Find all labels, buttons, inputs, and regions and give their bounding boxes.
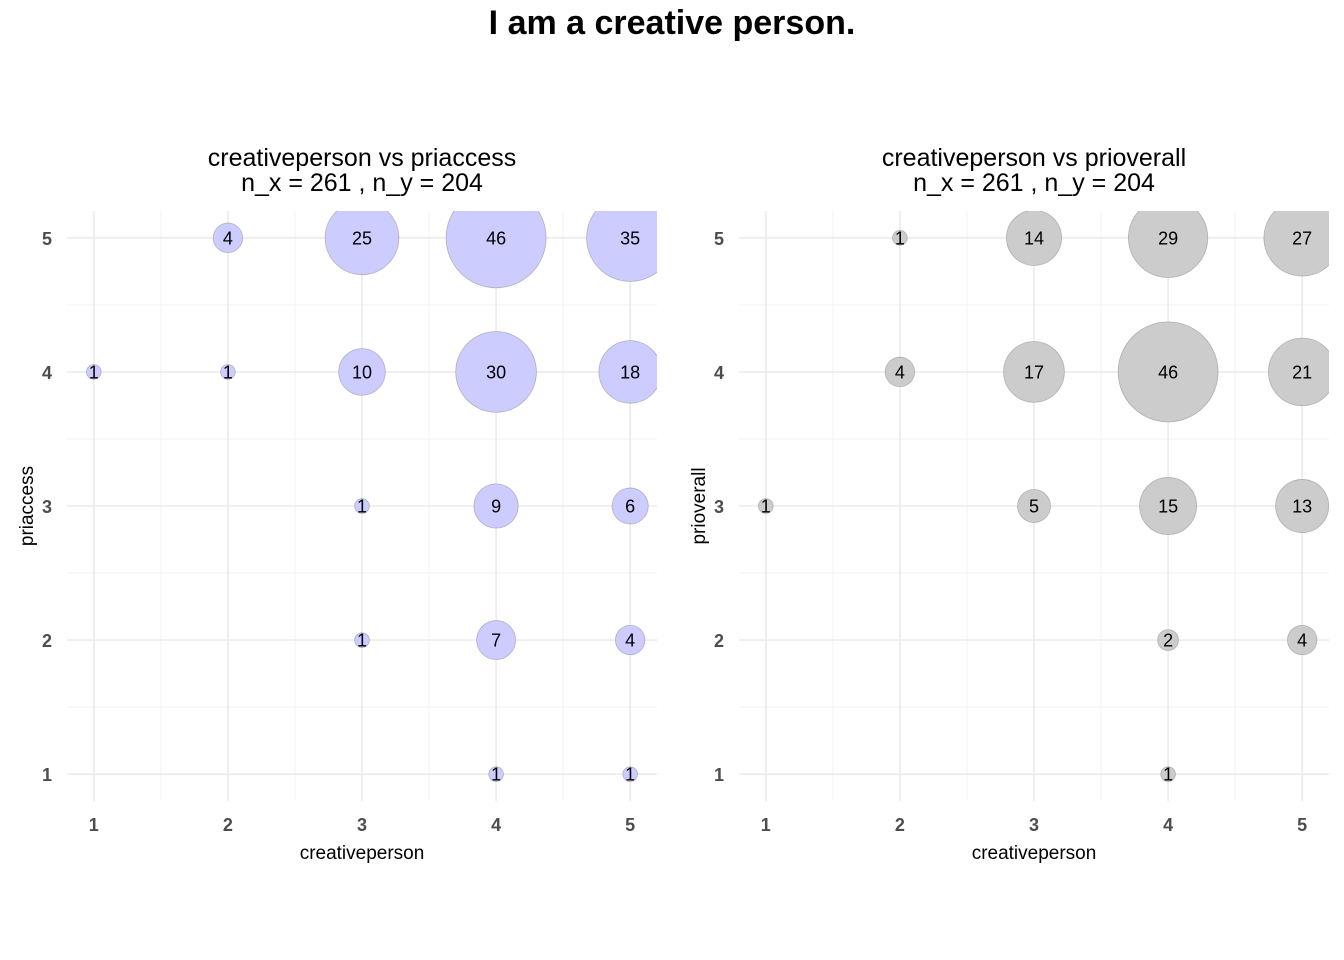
bubble-label: 1 xyxy=(357,631,367,651)
bubble-label: 27 xyxy=(1292,228,1312,248)
chart-panel-2: 1 14 29 274 17 46 211 5 15 132 411 2 3 4 512345creativ… xyxy=(689,144,1329,864)
bubble xyxy=(586,211,657,282)
bubble-label: 1 xyxy=(1163,765,1173,785)
bubble-label: 1 xyxy=(357,497,367,517)
y-tick-label: 1 xyxy=(714,765,724,785)
bubble-label: 9 xyxy=(491,497,501,517)
x-tick-label: 2 xyxy=(895,815,905,835)
y-tick-label: 2 xyxy=(42,631,52,651)
bubble xyxy=(1017,489,1051,523)
y-axis-label: priaccess xyxy=(17,466,38,546)
x-tick-label: 1 xyxy=(761,815,771,835)
main-title: I am a creative person. xyxy=(488,4,856,42)
bubble xyxy=(1006,211,1062,266)
bubble xyxy=(1003,341,1065,403)
x-tick-label: 2 xyxy=(223,815,233,835)
bubble-label: 25 xyxy=(352,228,372,248)
bubble-label: 6 xyxy=(625,497,635,517)
bubble-label: 1 xyxy=(491,765,501,785)
bubble-label: 7 xyxy=(491,631,501,651)
bubble-label: 21 xyxy=(1292,362,1312,382)
bubble xyxy=(611,487,649,525)
bubble xyxy=(1275,479,1329,533)
x-tick-label: 3 xyxy=(1029,815,1039,835)
y-tick-label: 2 xyxy=(714,631,724,651)
bubble xyxy=(758,498,774,514)
x-axis-label: creativeperson xyxy=(972,843,1097,864)
x-tick-label: 1 xyxy=(89,815,99,835)
bubble xyxy=(1139,477,1198,535)
bubble xyxy=(354,632,370,648)
bubble xyxy=(455,331,537,413)
x-tick-label: 5 xyxy=(625,815,635,835)
bubble xyxy=(892,230,908,246)
y-tick-label: 4 xyxy=(42,363,52,383)
bubble-label: 1 xyxy=(625,765,635,785)
bubble-label: 14 xyxy=(1024,228,1044,248)
bubble-label: 10 xyxy=(352,362,372,382)
panel-subtitle: n_x = 261 , n_y = 204 xyxy=(241,169,483,197)
bubble-label: 15 xyxy=(1158,497,1178,517)
bubble xyxy=(476,620,516,660)
bubble-label: 4 xyxy=(625,631,635,651)
bubble xyxy=(473,483,519,529)
y-tick-label: 4 xyxy=(714,363,724,383)
bubble-label: 46 xyxy=(486,228,506,248)
bubble xyxy=(338,348,386,396)
bubble-label: 30 xyxy=(486,362,506,382)
bubble-label: 4 xyxy=(1297,631,1307,651)
bubble-label: 5 xyxy=(1029,497,1039,517)
bubble-label: 4 xyxy=(895,362,905,382)
bubble-label: 46 xyxy=(1158,362,1178,382)
y-tick-label: 5 xyxy=(42,229,52,249)
chart-panel-1: 4 25 46 35 1 1 10 30 18 1 9 6 1 7 4 1 1 1 2 3 4 5 1 2 3 4 5 creativ… xyxy=(17,144,657,864)
bubble xyxy=(1160,766,1176,782)
bubble-label: 17 xyxy=(1024,362,1044,382)
bubbles xyxy=(86,211,657,782)
bubble-label: 1 xyxy=(223,362,233,382)
bubble xyxy=(1117,321,1219,423)
bubble xyxy=(324,211,400,276)
bubble-label: 35 xyxy=(620,228,640,248)
y-tick-label: 3 xyxy=(42,497,52,517)
bubble xyxy=(354,498,370,514)
bubble-label: 29 xyxy=(1158,228,1178,248)
panel-subtitle: n_x = 261 , n_y = 204 xyxy=(913,169,1155,197)
bubble xyxy=(622,766,638,782)
bubble xyxy=(1263,211,1329,277)
panel-title: creativeperson vs prioverall xyxy=(882,144,1186,172)
bubble xyxy=(86,364,102,380)
panel-title: creativeperson vs priaccess xyxy=(208,144,516,172)
y-tick-label: 3 xyxy=(714,497,724,517)
x-tick-label: 5 xyxy=(1297,815,1307,835)
bubble-label: 1 xyxy=(761,497,771,517)
bubble-label: 2 xyxy=(1163,631,1173,651)
x-axis-label: creativeperson xyxy=(300,843,425,864)
bubble-label: 4 xyxy=(223,228,233,248)
x-tick-label: 4 xyxy=(491,815,501,835)
bubble-label: 18 xyxy=(620,362,640,382)
bubble-label: 1 xyxy=(89,362,99,382)
bubble-label: 13 xyxy=(1292,497,1312,517)
bubble xyxy=(598,340,657,404)
bubble xyxy=(1287,624,1318,656)
x-tick-label: 3 xyxy=(357,815,367,835)
bubbles xyxy=(758,211,1329,782)
bubble-label: 1 xyxy=(895,228,905,248)
bubble xyxy=(884,356,916,388)
y-tick-label: 1 xyxy=(42,765,52,785)
bubble xyxy=(615,624,646,656)
bubble xyxy=(1128,211,1209,278)
bubble xyxy=(1157,629,1179,651)
y-tick-label: 5 xyxy=(714,229,724,249)
bubble xyxy=(445,211,547,289)
bubble xyxy=(488,766,504,782)
y-axis-label: prioverall xyxy=(689,467,710,544)
bubble xyxy=(212,222,244,253)
bubble xyxy=(220,364,236,380)
bubble xyxy=(1268,337,1329,407)
x-tick-label: 4 xyxy=(1163,815,1173,835)
